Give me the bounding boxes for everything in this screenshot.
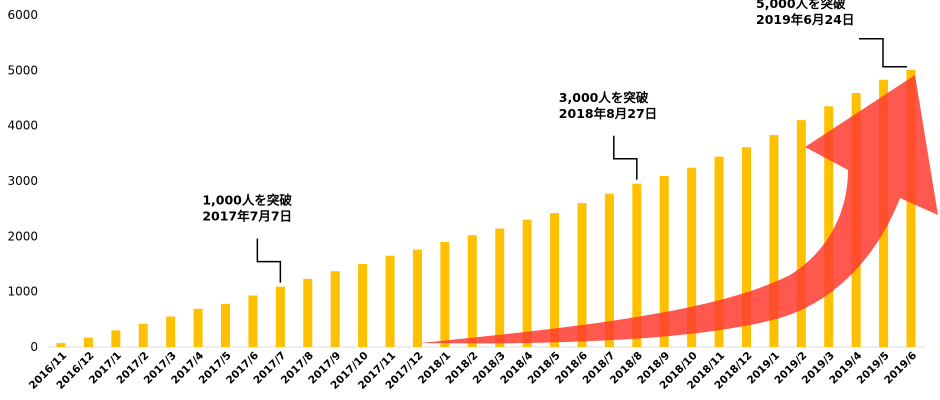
bar [440,241,450,347]
bar [330,271,340,347]
annotation-title: 3,000人を突破 [559,90,649,105]
annotation-title: 5,000人を突破 [756,0,846,11]
bar [56,343,66,347]
annotation-leader-line [256,238,282,283]
bar [687,167,697,347]
bar [522,219,532,347]
bar [193,308,203,347]
bar [495,228,505,347]
bar [632,183,642,347]
bar [906,69,916,347]
bar [111,330,121,347]
bar [303,278,313,347]
bar [769,135,779,347]
bar [467,235,477,347]
bar [577,203,587,347]
bar [138,323,148,347]
bar [166,316,176,347]
bar [275,286,285,347]
y-tick-label: 1000 [7,285,38,299]
bar [659,176,669,347]
y-tick-label: 3000 [7,174,38,188]
bar [741,147,751,347]
annotation-leader-line [859,38,907,68]
y-tick-label: 0 [30,340,38,354]
bar [550,213,560,347]
bar [248,295,258,347]
bar [796,120,806,347]
annotation-date: 2019年6月24日 [756,12,854,27]
y-tick-label: 2000 [7,229,38,243]
y-tick-label: 4000 [7,119,38,133]
bar [221,303,231,347]
bar [714,156,724,347]
bar [604,193,614,347]
annotation-title: 1,000人を突破 [202,193,292,208]
x-axis: 2016/112016/122017/12017/22017/32017/420… [27,350,919,392]
y-axis: 0 1000 2000 3000 4000 5000 6000 [7,8,38,354]
bar [412,249,422,347]
bar [385,255,395,347]
growth-arrow-icon [420,75,938,344]
y-tick-label: 5000 [7,63,38,77]
annotation-date: 2018年8月27日 [559,106,657,121]
bar [83,337,93,347]
annotation-date: 2017年7月7日 [202,209,292,224]
y-tick-label: 6000 [7,8,38,22]
annotation-leader-line [613,135,638,180]
bar [358,264,368,347]
bar [824,106,834,347]
